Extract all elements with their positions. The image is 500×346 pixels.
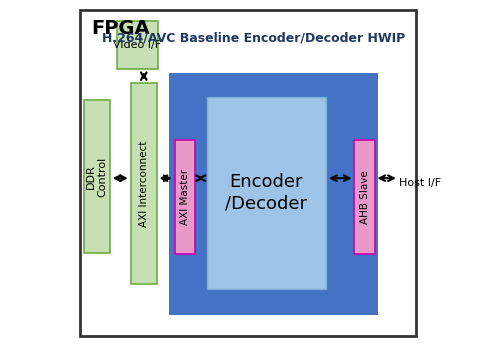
Text: Host I/F: Host I/F xyxy=(400,179,442,188)
Text: FPGA: FPGA xyxy=(91,19,150,38)
FancyBboxPatch shape xyxy=(80,10,416,336)
FancyBboxPatch shape xyxy=(207,97,326,289)
Text: Video I/F: Video I/F xyxy=(114,40,162,50)
Text: AXI Interconnect: AXI Interconnect xyxy=(138,140,148,227)
FancyBboxPatch shape xyxy=(174,140,195,254)
FancyBboxPatch shape xyxy=(168,73,378,315)
FancyBboxPatch shape xyxy=(354,140,374,254)
Text: Encoder
/Decoder: Encoder /Decoder xyxy=(226,173,308,212)
Text: DDR
Control: DDR Control xyxy=(86,156,108,197)
Text: AXI Master: AXI Master xyxy=(180,169,190,225)
FancyBboxPatch shape xyxy=(130,83,156,284)
Text: AHB Slave: AHB Slave xyxy=(360,170,370,224)
FancyBboxPatch shape xyxy=(117,21,158,69)
Text: H.264/AVC Baseline Encoder/Decoder HWIP: H.264/AVC Baseline Encoder/Decoder HWIP xyxy=(102,31,405,44)
FancyBboxPatch shape xyxy=(84,100,110,253)
